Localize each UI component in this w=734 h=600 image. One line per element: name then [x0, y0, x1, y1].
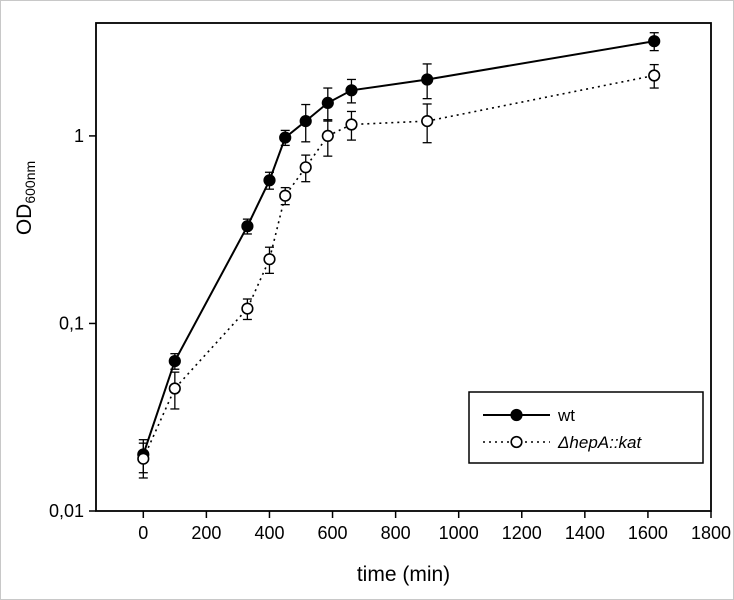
y-axis-tick-label: 0,01	[49, 501, 84, 521]
data-point--hepa-kat	[263, 253, 276, 266]
data-point--hepa-kat	[321, 129, 334, 142]
data-point--hepa-kat	[648, 69, 661, 82]
y-axis-tick-label: 1	[74, 126, 84, 146]
data-point--hepa-kat	[299, 161, 312, 174]
data-point--hepa-kat	[241, 302, 254, 315]
data-point--hepa-kat	[137, 452, 150, 465]
data-point--hepa-kat	[345, 118, 358, 131]
x-axis-tick-label: 1400	[565, 523, 605, 543]
data-point-wt	[345, 84, 358, 97]
data-point-wt	[648, 35, 661, 48]
data-point-wt	[168, 355, 181, 368]
x-axis-tick-label: 800	[381, 523, 411, 543]
y-axis-tick-label: 0,1	[59, 313, 84, 333]
legend-marker-wt	[510, 408, 523, 422]
x-axis-label: time (min)	[357, 563, 450, 586]
legend-box	[468, 391, 704, 464]
x-axis-tick-label: 1000	[439, 523, 479, 543]
data-point-wt	[321, 96, 334, 109]
legend-marker--hepa-kat	[510, 435, 523, 449]
data-point--hepa-kat	[421, 114, 434, 128]
x-axis-tick-label: 1600	[628, 523, 668, 543]
data-point-wt	[241, 220, 254, 233]
data-point--hepa-kat	[279, 189, 292, 202]
data-point--hepa-kat	[168, 382, 181, 395]
data-point-wt	[421, 73, 434, 86]
x-axis-tick-label: 600	[318, 523, 348, 543]
data-point-wt	[263, 174, 276, 187]
x-axis-tick-label: 1800	[691, 523, 731, 543]
x-axis-tick-label: 0	[138, 523, 148, 543]
x-axis-tick-label: 1200	[502, 523, 542, 543]
x-axis-tick-label: 400	[254, 523, 284, 543]
x-axis-tick-label: 200	[191, 523, 221, 543]
series-line-wt	[142, 40, 655, 455]
y-axis-label: OD600nm	[13, 161, 38, 235]
legend-label-wt: wt	[557, 406, 575, 425]
data-point-wt	[279, 131, 292, 144]
legend-label--hepa-kat: ΔhepA::kat	[557, 433, 643, 452]
data-point-wt	[299, 114, 312, 128]
